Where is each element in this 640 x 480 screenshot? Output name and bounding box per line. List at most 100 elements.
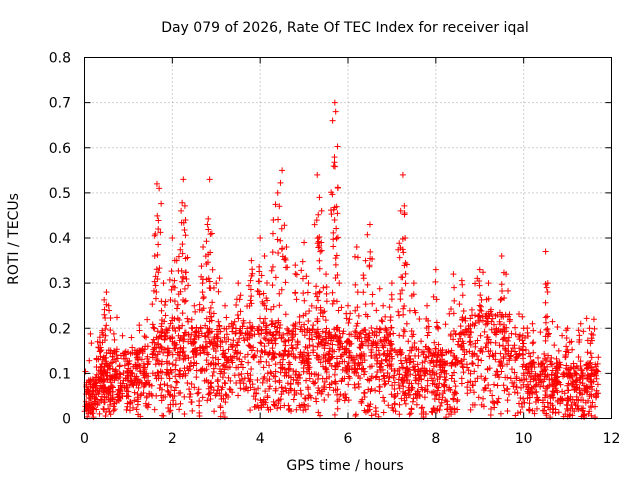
data-point bbox=[321, 342, 328, 349]
data-point bbox=[127, 373, 134, 380]
data-point bbox=[338, 304, 345, 311]
data-point bbox=[137, 368, 144, 375]
data-point bbox=[196, 402, 203, 409]
data-point bbox=[506, 357, 513, 364]
data-point bbox=[198, 263, 205, 270]
data-point bbox=[142, 334, 149, 341]
data-point bbox=[551, 342, 558, 349]
data-point bbox=[282, 279, 289, 286]
data-point bbox=[343, 367, 350, 374]
data-point bbox=[540, 360, 547, 367]
data-point bbox=[580, 397, 587, 404]
data-point bbox=[132, 375, 139, 382]
data-point bbox=[223, 314, 230, 321]
data-point bbox=[547, 361, 554, 368]
data-point bbox=[323, 325, 330, 332]
data-point bbox=[407, 355, 414, 362]
y-tick-label: 0.6 bbox=[49, 141, 71, 157]
data-point bbox=[268, 317, 275, 324]
data-point bbox=[206, 278, 213, 285]
data-point bbox=[97, 382, 104, 389]
data-point bbox=[505, 342, 512, 349]
data-point bbox=[275, 250, 282, 257]
data-point bbox=[354, 320, 361, 327]
data-point bbox=[378, 317, 385, 324]
data-point bbox=[254, 325, 261, 332]
data-point bbox=[278, 384, 285, 391]
data-point bbox=[246, 302, 253, 309]
data-point bbox=[101, 399, 108, 406]
data-point bbox=[530, 359, 537, 366]
data-point bbox=[315, 384, 322, 391]
data-point bbox=[113, 399, 120, 406]
data-point bbox=[160, 349, 167, 356]
data-point bbox=[196, 301, 203, 308]
data-point bbox=[179, 310, 186, 317]
data-point bbox=[454, 357, 461, 364]
data-point bbox=[228, 320, 235, 327]
data-point bbox=[380, 372, 387, 379]
data-point bbox=[205, 351, 212, 358]
data-point bbox=[299, 258, 306, 265]
data-point bbox=[278, 334, 285, 341]
data-point bbox=[282, 348, 289, 355]
data-point bbox=[220, 395, 227, 402]
data-point bbox=[489, 392, 496, 399]
data-point bbox=[196, 409, 203, 416]
data-point bbox=[158, 361, 165, 368]
data-point bbox=[103, 358, 110, 365]
data-point bbox=[248, 272, 255, 279]
data-point bbox=[448, 406, 455, 413]
data-point bbox=[469, 401, 476, 408]
data-point bbox=[532, 382, 539, 389]
data-point bbox=[180, 344, 187, 351]
data-point bbox=[482, 344, 489, 351]
data-point bbox=[153, 288, 160, 295]
data-point bbox=[434, 376, 441, 383]
data-point bbox=[448, 375, 455, 382]
data-point bbox=[456, 301, 463, 308]
data-point bbox=[532, 377, 539, 384]
data-point bbox=[174, 349, 181, 356]
data-point bbox=[544, 280, 551, 287]
data-point bbox=[493, 368, 500, 375]
data-point bbox=[544, 288, 551, 295]
data-point bbox=[364, 408, 371, 415]
data-point bbox=[303, 273, 310, 280]
data-point bbox=[176, 316, 183, 323]
data-point bbox=[542, 333, 549, 340]
data-point bbox=[222, 302, 229, 309]
data-point bbox=[314, 318, 321, 325]
data-point bbox=[353, 352, 360, 359]
data-point bbox=[298, 359, 305, 366]
data-point bbox=[108, 383, 115, 390]
data-point bbox=[313, 304, 320, 311]
data-point bbox=[102, 412, 109, 419]
data-point bbox=[352, 281, 359, 288]
data-point bbox=[272, 319, 279, 326]
data-point bbox=[366, 263, 373, 270]
data-point bbox=[258, 347, 265, 354]
data-point bbox=[316, 412, 323, 419]
data-point bbox=[299, 353, 306, 360]
data-point bbox=[115, 397, 122, 404]
data-point bbox=[237, 350, 244, 357]
data-point bbox=[150, 348, 157, 355]
data-point bbox=[188, 399, 195, 406]
data-point bbox=[365, 386, 372, 393]
data-point bbox=[373, 351, 380, 358]
data-point bbox=[262, 388, 269, 395]
data-point bbox=[152, 230, 159, 237]
data-point bbox=[545, 404, 552, 411]
data-point bbox=[407, 371, 414, 378]
data-point bbox=[476, 266, 483, 273]
data-point bbox=[101, 337, 108, 344]
data-point bbox=[163, 358, 170, 365]
data-point bbox=[396, 411, 403, 418]
data-point bbox=[263, 358, 270, 365]
data-point bbox=[504, 407, 511, 414]
data-point bbox=[305, 355, 312, 362]
data-point bbox=[395, 312, 402, 319]
data-point bbox=[330, 243, 337, 250]
data-point bbox=[136, 322, 143, 329]
